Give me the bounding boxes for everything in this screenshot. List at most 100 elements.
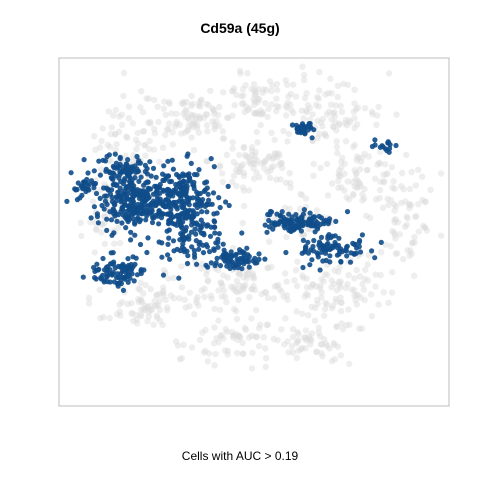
highlighted-cell-point	[201, 232, 207, 238]
highlighted-cell-point	[378, 239, 384, 245]
highlighted-cell-point	[110, 182, 116, 188]
highlighted-cell-point	[134, 153, 140, 160]
highlighted-cell-point	[309, 215, 315, 222]
background-cell-point	[237, 287, 244, 295]
highlighted-cell-point	[154, 196, 161, 202]
background-cell-point	[383, 171, 390, 178]
background-cell-point	[343, 122, 351, 129]
background-cell-point	[156, 290, 163, 298]
background-cell-point	[330, 124, 337, 131]
background-cell-point	[293, 340, 300, 347]
background-cell-point	[150, 321, 157, 328]
background-cell-point	[284, 138, 291, 145]
highlighted-cell-point	[115, 194, 121, 200]
background-cell-point	[336, 264, 343, 271]
highlighted-cell-point	[334, 252, 340, 258]
background-cell-point	[230, 334, 237, 341]
highlighted-cell-point	[125, 279, 131, 285]
background-cell-point	[299, 272, 306, 279]
background-cell-point	[398, 183, 405, 190]
background-cell-point	[176, 356, 184, 363]
background-cell-point	[135, 140, 142, 147]
background-cell-point	[324, 271, 331, 278]
background-cell-point	[112, 131, 119, 138]
highlighted-cell-point	[214, 255, 220, 261]
background-cell-point	[98, 229, 105, 236]
highlighted-cell-point	[124, 273, 130, 279]
background-cell-point	[400, 186, 407, 193]
background-cell-point	[242, 326, 250, 333]
highlighted-cell-point	[110, 210, 117, 216]
background-cell-point	[352, 297, 359, 304]
background-cell-point	[258, 110, 265, 117]
background-cell-point	[377, 271, 384, 279]
background-cell-point	[184, 114, 192, 122]
background-cell-point	[267, 167, 274, 174]
background-cell-point	[400, 256, 407, 263]
background-cell-point	[388, 164, 396, 171]
background-cell-point	[331, 109, 338, 116]
highlighted-cell-point	[114, 271, 121, 277]
background-cell-point	[239, 161, 246, 168]
background-cell-point	[259, 89, 266, 96]
highlighted-cell-point	[216, 195, 222, 201]
background-cell-point	[320, 336, 328, 343]
background-cell-point	[351, 86, 358, 94]
highlighted-cell-point	[130, 199, 136, 205]
background-cell-point	[334, 150, 341, 157]
highlighted-cell-point	[94, 267, 100, 273]
background-cell-point	[212, 350, 219, 358]
background-cell-point	[221, 293, 229, 300]
background-cell-point	[240, 144, 247, 152]
background-cell-point	[287, 101, 294, 109]
background-cell-point	[219, 128, 227, 135]
background-cell-point	[143, 304, 150, 312]
highlighted-cell-point	[143, 217, 149, 223]
background-cell-point	[335, 268, 342, 276]
highlighted-cell-point	[212, 263, 218, 269]
background-cell-point	[244, 107, 251, 114]
background-cell-point	[297, 205, 304, 212]
background-cell-point	[407, 247, 414, 254]
background-cell-point	[341, 160, 348, 167]
highlighted-cell-point	[161, 163, 167, 169]
background-cell-point	[335, 177, 342, 185]
background-cell-point	[178, 130, 185, 137]
background-cell-point	[165, 275, 172, 282]
background-cell-point	[117, 312, 124, 319]
background-cell-point	[239, 350, 246, 357]
background-cell-point	[146, 145, 153, 153]
background-cell-point	[300, 274, 307, 281]
highlighted-cell-point	[309, 257, 315, 263]
background-cell-point	[356, 273, 364, 280]
background-cell-point	[315, 324, 322, 331]
highlighted-cell-point	[68, 170, 74, 176]
background-cell-point	[210, 106, 217, 113]
background-cell-point	[244, 70, 251, 77]
background-cell-point	[390, 229, 398, 236]
background-cell-point	[375, 159, 383, 166]
background-cell-point	[230, 283, 238, 291]
background-cell-point	[328, 90, 335, 97]
background-cell-point	[272, 150, 280, 158]
highlighted-cell-point	[309, 223, 315, 229]
background-cell-point	[240, 99, 247, 107]
background-cell-point	[319, 123, 326, 130]
background-cell-point	[412, 182, 420, 189]
background-cell-point	[138, 298, 146, 306]
background-cell-point	[271, 150, 278, 157]
background-cell-point	[317, 285, 324, 292]
background-cell-point	[130, 157, 137, 164]
background-cell-point	[372, 271, 379, 278]
background-cell-point	[222, 326, 229, 333]
background-cell-point	[129, 309, 136, 317]
background-cell-point	[341, 120, 349, 127]
background-cell-point	[359, 154, 366, 161]
background-cell-point	[316, 87, 323, 94]
highlighted-cell-point	[198, 223, 204, 229]
background-cell-point	[356, 325, 363, 332]
background-cell-point	[251, 175, 258, 182]
background-cell-point	[309, 111, 316, 118]
background-cell-point	[264, 264, 271, 272]
highlighted-cell-point	[196, 246, 202, 252]
